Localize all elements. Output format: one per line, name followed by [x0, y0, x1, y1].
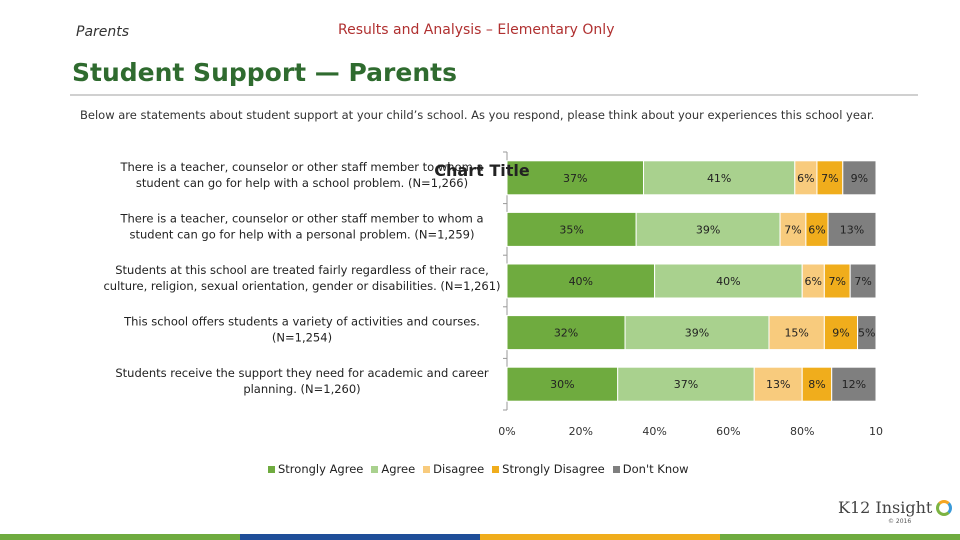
data-label: 9%: [851, 172, 868, 185]
footer-color-stripe: [0, 534, 960, 540]
footer-stripe-segment: [720, 534, 960, 540]
category-label: Students at this school are treated fair…: [103, 263, 500, 293]
data-label: 15%: [784, 327, 808, 340]
bar-segment: [506, 315, 626, 351]
bar-segment: [654, 263, 803, 299]
x-tick-label: 40%: [642, 425, 666, 438]
legend-label: Agree: [381, 462, 416, 476]
page-subtitle: Below are statements about student suppo…: [80, 108, 875, 122]
legend-item: Agree: [371, 462, 415, 476]
logo-text: K12 Insight: [838, 498, 933, 517]
header-report-title: Results and Analysis – Elementary Only: [338, 22, 615, 38]
header-section-label: Parents: [76, 24, 130, 40]
data-label: 41%: [707, 172, 731, 185]
x-tick-label: 60%: [716, 425, 740, 438]
data-label: 39%: [696, 223, 720, 236]
bar-segment: [849, 263, 877, 299]
data-label: 7%: [854, 275, 871, 288]
bar-segment: [779, 211, 807, 247]
bar-segment: [506, 366, 619, 402]
data-label: 7%: [821, 172, 838, 185]
bar-segment: [801, 366, 833, 402]
bar-segment: [506, 160, 645, 196]
page-title: Student Support — Parents: [72, 58, 457, 87]
data-label: 7%: [784, 223, 801, 236]
legend-label: Disagree: [433, 462, 485, 476]
bar-segment: [823, 315, 859, 351]
category-label: There is a teacher, counselor or other s…: [119, 211, 483, 241]
footer-stripe-segment: [0, 534, 240, 540]
data-label: 40%: [569, 275, 593, 288]
data-label: 35%: [559, 223, 583, 236]
bar-segment: [827, 211, 877, 247]
data-label: 37%: [563, 172, 587, 185]
category-label: This school offers students a variety of…: [123, 315, 480, 345]
legend-swatch: [423, 465, 431, 473]
legend-swatch: [268, 465, 275, 473]
data-label: 6%: [797, 172, 814, 185]
data-label: 32%: [554, 327, 578, 340]
chart-legend: Strongly Agree Agree Disagree Strongly Disa…: [268, 462, 689, 476]
legend-swatch: [371, 465, 379, 473]
data-label: 30%: [550, 378, 574, 391]
bar-segment: [506, 211, 637, 247]
category-label: Students receive the support they need f…: [115, 366, 489, 396]
bar-segment: [506, 263, 656, 299]
x-tick-label: 0%: [498, 425, 515, 438]
x-tick-label: 20%: [569, 425, 593, 438]
category-label: There is a teacher, counselor or other s…: [119, 160, 483, 190]
chart-title: Chart Title: [434, 161, 530, 180]
data-label: 40%: [716, 275, 740, 288]
bar-segment: [635, 211, 781, 247]
bar-segment: [831, 366, 877, 402]
legend-label: Strongly Disagree: [502, 462, 605, 476]
legend-swatch: [612, 465, 620, 473]
data-label: 6%: [805, 275, 822, 288]
legend-item: Strongly Disagree: [492, 462, 605, 476]
data-label: 13%: [840, 223, 864, 236]
data-label: 7%: [829, 275, 846, 288]
data-label: 13%: [766, 378, 790, 391]
data-label: 9%: [832, 327, 849, 340]
data-label: 6%: [808, 223, 825, 236]
copyright-notice: © 2016: [888, 518, 912, 525]
bar-segment: [842, 160, 877, 196]
title-divider: [70, 94, 918, 96]
legend-swatch: [492, 465, 500, 473]
bar-segment: [857, 315, 877, 351]
x-tick-label: 10: [869, 425, 883, 438]
logo-ring-icon: [936, 499, 953, 516]
data-label: 8%: [808, 378, 825, 391]
legend-label: Don't Know: [622, 462, 689, 476]
footer-stripe-segment: [480, 534, 720, 540]
data-label: 37%: [674, 378, 698, 391]
data-label: 5%: [858, 327, 875, 340]
data-label: 12%: [842, 378, 866, 391]
bar-segment: [768, 315, 825, 351]
stacked-bar-chart: There is a teacher, counselor or other s…: [103, 151, 883, 438]
legend-item: Don't Know: [612, 462, 689, 476]
footer-stripe-segment: [240, 534, 480, 540]
company-logo: K12 Insight: [838, 498, 953, 517]
legend-item: Disagree: [423, 462, 484, 476]
x-tick-label: 80%: [790, 425, 814, 438]
legend-label: Strongly Agree: [278, 462, 364, 476]
data-label: 39%: [685, 327, 709, 340]
legend-item: Strongly Agree: [268, 462, 363, 476]
